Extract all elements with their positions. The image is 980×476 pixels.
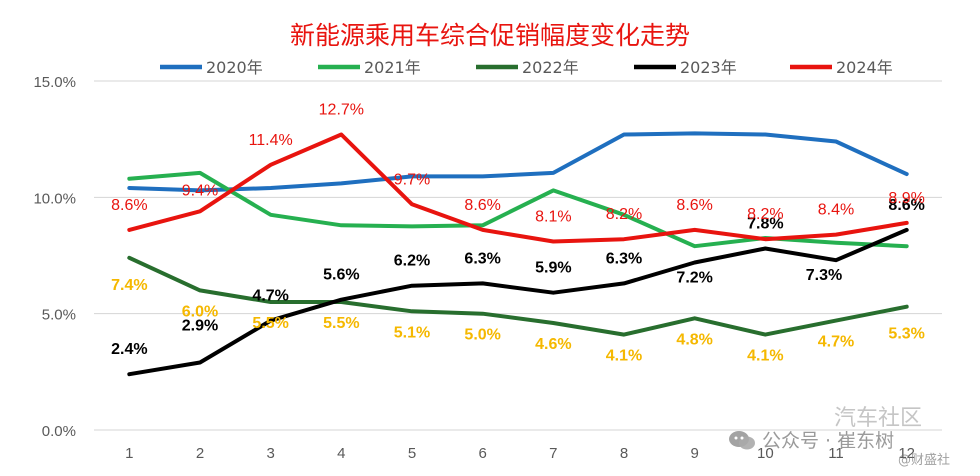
data-label: 8.9% xyxy=(888,190,924,207)
x-tick-label: 2 xyxy=(196,445,204,462)
x-tick-label: 7 xyxy=(549,445,557,462)
data-label: 8.6% xyxy=(464,197,500,214)
chart-title: 新能源乘用车综合促销幅度变化走势 xyxy=(290,21,690,50)
series-line xyxy=(127,227,909,377)
data-label: 5.5% xyxy=(252,315,288,332)
gridlines xyxy=(94,80,942,431)
data-label: 2.9% xyxy=(182,318,218,335)
watermark-app: @财盛社 xyxy=(898,453,951,468)
data-label: 5.6% xyxy=(323,267,359,284)
x-tick-label: 11 xyxy=(828,445,844,462)
data-label: 4.1% xyxy=(606,348,642,365)
data-label: 6.3% xyxy=(464,250,500,267)
data-label: 8.4% xyxy=(818,202,854,219)
legend: 2020年 2021年 2022年 2023年 2024年 xyxy=(160,58,893,77)
x-tick-label: 8 xyxy=(620,445,628,462)
data-label: 8.6% xyxy=(111,197,147,214)
y-tick-label: 5.0% xyxy=(42,307,76,324)
data-label: 6.2% xyxy=(394,253,430,270)
series-line xyxy=(127,131,909,193)
x-tick-label: 6 xyxy=(478,445,486,462)
data-label: 11.4% xyxy=(249,132,293,149)
data-label: 5.5% xyxy=(323,315,359,332)
y-tick-label: 0.0% xyxy=(42,423,76,440)
x-tick-label: 10 xyxy=(757,445,774,462)
data-label: 8.1% xyxy=(535,209,571,226)
legend-label: 2021年 xyxy=(364,58,421,77)
data-label: 8.6% xyxy=(676,197,712,214)
x-tick-label: 3 xyxy=(266,445,274,462)
x-tick-label: 5 xyxy=(408,445,416,462)
legend-label: 2023年 xyxy=(680,58,737,77)
data-label: 5.3% xyxy=(888,326,924,343)
y-axis: 0.0% 5.0% 10.0% 15.0% xyxy=(33,74,76,440)
data-label: 4.1% xyxy=(747,348,783,365)
data-label: 8.2% xyxy=(747,206,783,223)
legend-label: 2022年 xyxy=(522,58,579,77)
series-lines xyxy=(127,131,909,377)
y-tick-label: 15.0% xyxy=(33,74,76,91)
series-line xyxy=(127,132,909,244)
data-label: 4.7% xyxy=(252,288,288,305)
data-label: 6.3% xyxy=(606,250,642,267)
x-tick-label: 4 xyxy=(337,445,345,462)
watermark-forum: 汽车社区 xyxy=(834,406,923,431)
data-label: 12.7% xyxy=(319,102,364,119)
x-tick-label: 9 xyxy=(690,445,698,462)
data-label: 5.1% xyxy=(394,324,430,341)
x-tick-label: 1 xyxy=(125,445,133,462)
y-tick-label: 10.0% xyxy=(33,190,76,207)
data-label: 7.2% xyxy=(676,269,712,286)
data-label: 8.6% xyxy=(888,197,924,214)
data-label: 7.4% xyxy=(111,277,147,294)
data-label: 7.3% xyxy=(806,267,842,284)
x-tick-label: 12 xyxy=(898,445,915,462)
data-label: 9.7% xyxy=(394,171,430,188)
data-label: 4.8% xyxy=(676,331,712,348)
data-label: 5.0% xyxy=(464,327,500,344)
x-axis: 1 2 3 4 5 6 7 8 9 10 11 12 xyxy=(125,445,915,462)
legend-label: 2020年 xyxy=(206,58,263,77)
data-label: 4.6% xyxy=(535,336,571,353)
data-label: 5.9% xyxy=(535,260,571,277)
data-label: 4.7% xyxy=(818,334,854,351)
data-label: 7.8% xyxy=(747,216,783,233)
data-label: 9.4% xyxy=(182,182,218,199)
data-labels: 7.4% 6.0% 5.5% 5.5% 5.1% 5.0% 4.6% 4.1% 4.8% 4.1%… xyxy=(111,102,925,365)
data-label: 8.2% xyxy=(606,206,642,223)
data-label: 2.4% xyxy=(111,341,147,358)
series-line xyxy=(127,255,909,337)
data-label: 6.0% xyxy=(182,303,218,320)
watermark-wechat: 公众号 · 崔东树 xyxy=(728,426,894,453)
legend-label: 2024年 xyxy=(836,58,893,77)
wechat-icon xyxy=(729,430,755,449)
